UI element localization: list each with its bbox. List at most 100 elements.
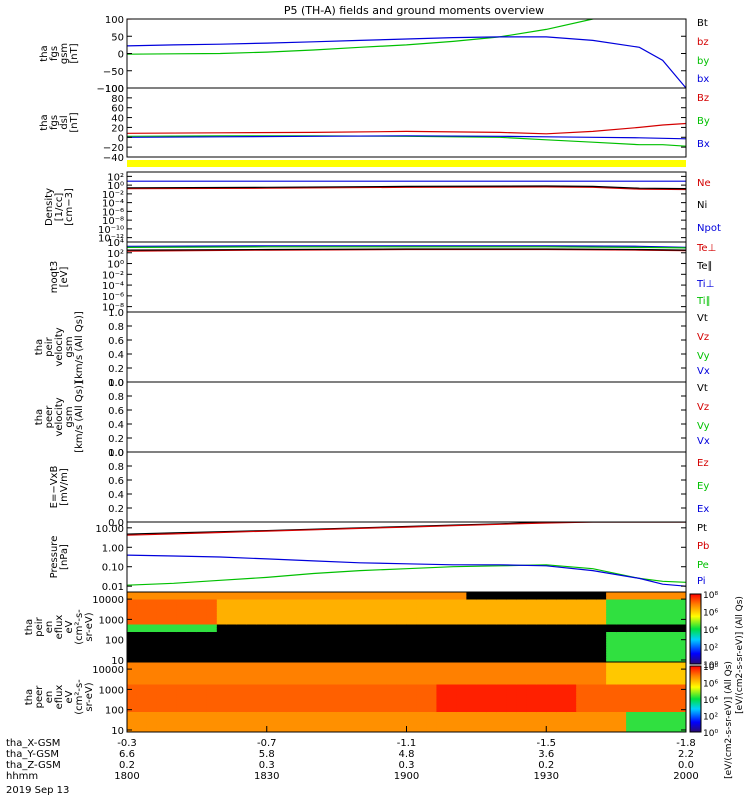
xtick-value: 0.3	[259, 760, 275, 771]
ylabel-line: dsl	[59, 115, 70, 129]
ylabel-line: tha	[39, 45, 50, 61]
ytick-label: 10⁻²	[102, 190, 124, 201]
ytick-label: 10⁻⁴	[102, 281, 124, 292]
series-Pi	[127, 554, 686, 587]
legend-Pt: Pt	[697, 523, 707, 534]
ytick-label: 0.2	[108, 504, 124, 515]
spectrogram-peir_eflux	[127, 592, 686, 662]
ylabel-line: eflux	[54, 615, 65, 640]
legend-bx: bx	[697, 74, 709, 85]
ytick-label: 0.8	[108, 322, 124, 333]
ytick-label: −100	[97, 84, 124, 95]
ytick-label: 0.8	[108, 462, 124, 473]
xtick-value: 1930	[534, 771, 559, 782]
ylabel-line: sr-eV)	[84, 612, 95, 641]
ytick-label: 1.00	[102, 543, 124, 554]
xtick-value: 0.2	[119, 760, 135, 771]
ytick-label: 0.6	[108, 476, 124, 487]
xtick-value: -1.1	[397, 738, 417, 749]
traces-pressure	[127, 522, 686, 587]
legend-Vx: Vx	[697, 366, 710, 377]
legend-Te⊥: Te⊥	[696, 243, 716, 254]
panel-pressure: 10.00 1.00 0.10 0.01 Pressure [nPa] Pt Pb Pe Pi	[49, 521, 709, 593]
ytick-label: 10⁰	[107, 181, 124, 192]
ytick-label: 60	[111, 104, 124, 115]
series-by	[127, 19, 598, 55]
ytick-label: 1000	[99, 615, 124, 626]
ylabel-line: gsm	[64, 406, 75, 427]
ylabel-line: (cm²-s-	[74, 609, 85, 645]
legend-Ti∥: Ti∥	[696, 296, 711, 307]
ylabel-line: en	[44, 621, 55, 634]
ylabel-line: [km/s (All Qs)]	[74, 311, 85, 383]
panel-frame	[126, 451, 687, 523]
ytick-label: 10⁻¹⁰	[98, 225, 124, 236]
xtick-value: -1.5	[536, 738, 556, 749]
xtick-value: 0.2	[538, 760, 554, 771]
series-Bz	[127, 122, 686, 135]
ylabel-line: fgs	[49, 115, 60, 130]
colorbars: 10⁸10⁶10⁴10²10⁰10⁸10⁶10⁴10²10⁰[eV/(cm2-s…	[689, 591, 745, 779]
ytick-label: 10⁻⁸	[102, 216, 124, 227]
ytick-label: 100	[105, 636, 124, 647]
legend-Vz: Vz	[697, 402, 709, 413]
series-bx	[127, 36, 686, 88]
xtick-value: 6.6	[119, 749, 135, 760]
ylabel-line: peer	[44, 405, 55, 429]
orbit-row-label: tha_Y-GSM	[6, 749, 59, 760]
ytick-label: 0.0	[108, 518, 124, 529]
ytick-label: 10⁻⁸	[102, 303, 124, 314]
ylabel-line: en	[44, 691, 55, 704]
xtick-value: 3.6	[538, 749, 554, 760]
colorbar-tick: 10⁰	[703, 729, 718, 739]
xtick-value: 1900	[394, 771, 419, 782]
ytick-label: 100	[105, 15, 124, 26]
ylabel-line: [eV]	[59, 267, 70, 288]
ytick-label: 0.4	[108, 420, 124, 431]
legend-Vx: Vx	[697, 436, 710, 447]
colorbar-label: [eV/(cm2-s-sr-eV)] (All Qs)	[735, 596, 745, 714]
colorbar-peir	[689, 593, 702, 665]
time-axis: -0.36.60.21800-0.75.80.31830-1.14.80.319…	[6, 726, 699, 782]
colorbar-tick: 10⁶	[703, 609, 718, 619]
series-Ti⊥	[127, 245, 686, 248]
panel-frame	[126, 381, 687, 453]
ylabel-line: tha	[24, 689, 35, 705]
legend-Pi: Pi	[697, 576, 706, 587]
legend-Ex: Ex	[697, 504, 709, 515]
ytick-label: 40	[111, 114, 124, 125]
xtick-value: 0.0	[678, 760, 694, 771]
legend-bz: bz	[697, 37, 709, 48]
ylabel-line: [nT]	[69, 43, 80, 63]
colorbar-tick: 10⁶	[703, 680, 718, 690]
legend-Vt: Vt	[697, 383, 708, 394]
ylabel-line: tha	[24, 619, 35, 635]
ylabel-line: Pressure	[49, 536, 60, 579]
ylabel-line: [mV/m]	[59, 468, 70, 506]
ytick-label: 0.0	[108, 448, 124, 459]
ylabel-line: eflux	[54, 685, 65, 710]
xtick-value: 0.3	[399, 760, 415, 771]
ytick-label: 0.2	[108, 364, 124, 375]
panel-frame	[126, 87, 687, 158]
ytick-label: 10	[111, 656, 124, 667]
ylabel-line: tha	[34, 339, 45, 355]
ytick-label: −40	[103, 153, 124, 164]
ytick-label: 10000	[92, 665, 124, 676]
legend-Bt: Bt	[697, 18, 708, 29]
ylabel-line: [nT]	[69, 112, 80, 132]
ytick-label: 10⁻²	[102, 270, 124, 281]
ytick-label: 10⁰	[107, 260, 124, 271]
date-label: 2019 Sep 13	[6, 785, 69, 796]
series-Ti∥	[127, 246, 686, 249]
colorbar-label-lower: [eV/(cm2-s-sr-eV)] (All Qs)	[724, 661, 734, 779]
ytick-label: 10.00	[95, 524, 124, 535]
ytick-label: 0	[118, 133, 124, 144]
legend-By: By	[697, 116, 710, 127]
ytick-label: 1000	[99, 685, 124, 696]
ytick-label: 1.0	[108, 448, 124, 459]
ytick-label: 0.6	[108, 336, 124, 347]
legend-Bx: Bx	[697, 139, 710, 150]
